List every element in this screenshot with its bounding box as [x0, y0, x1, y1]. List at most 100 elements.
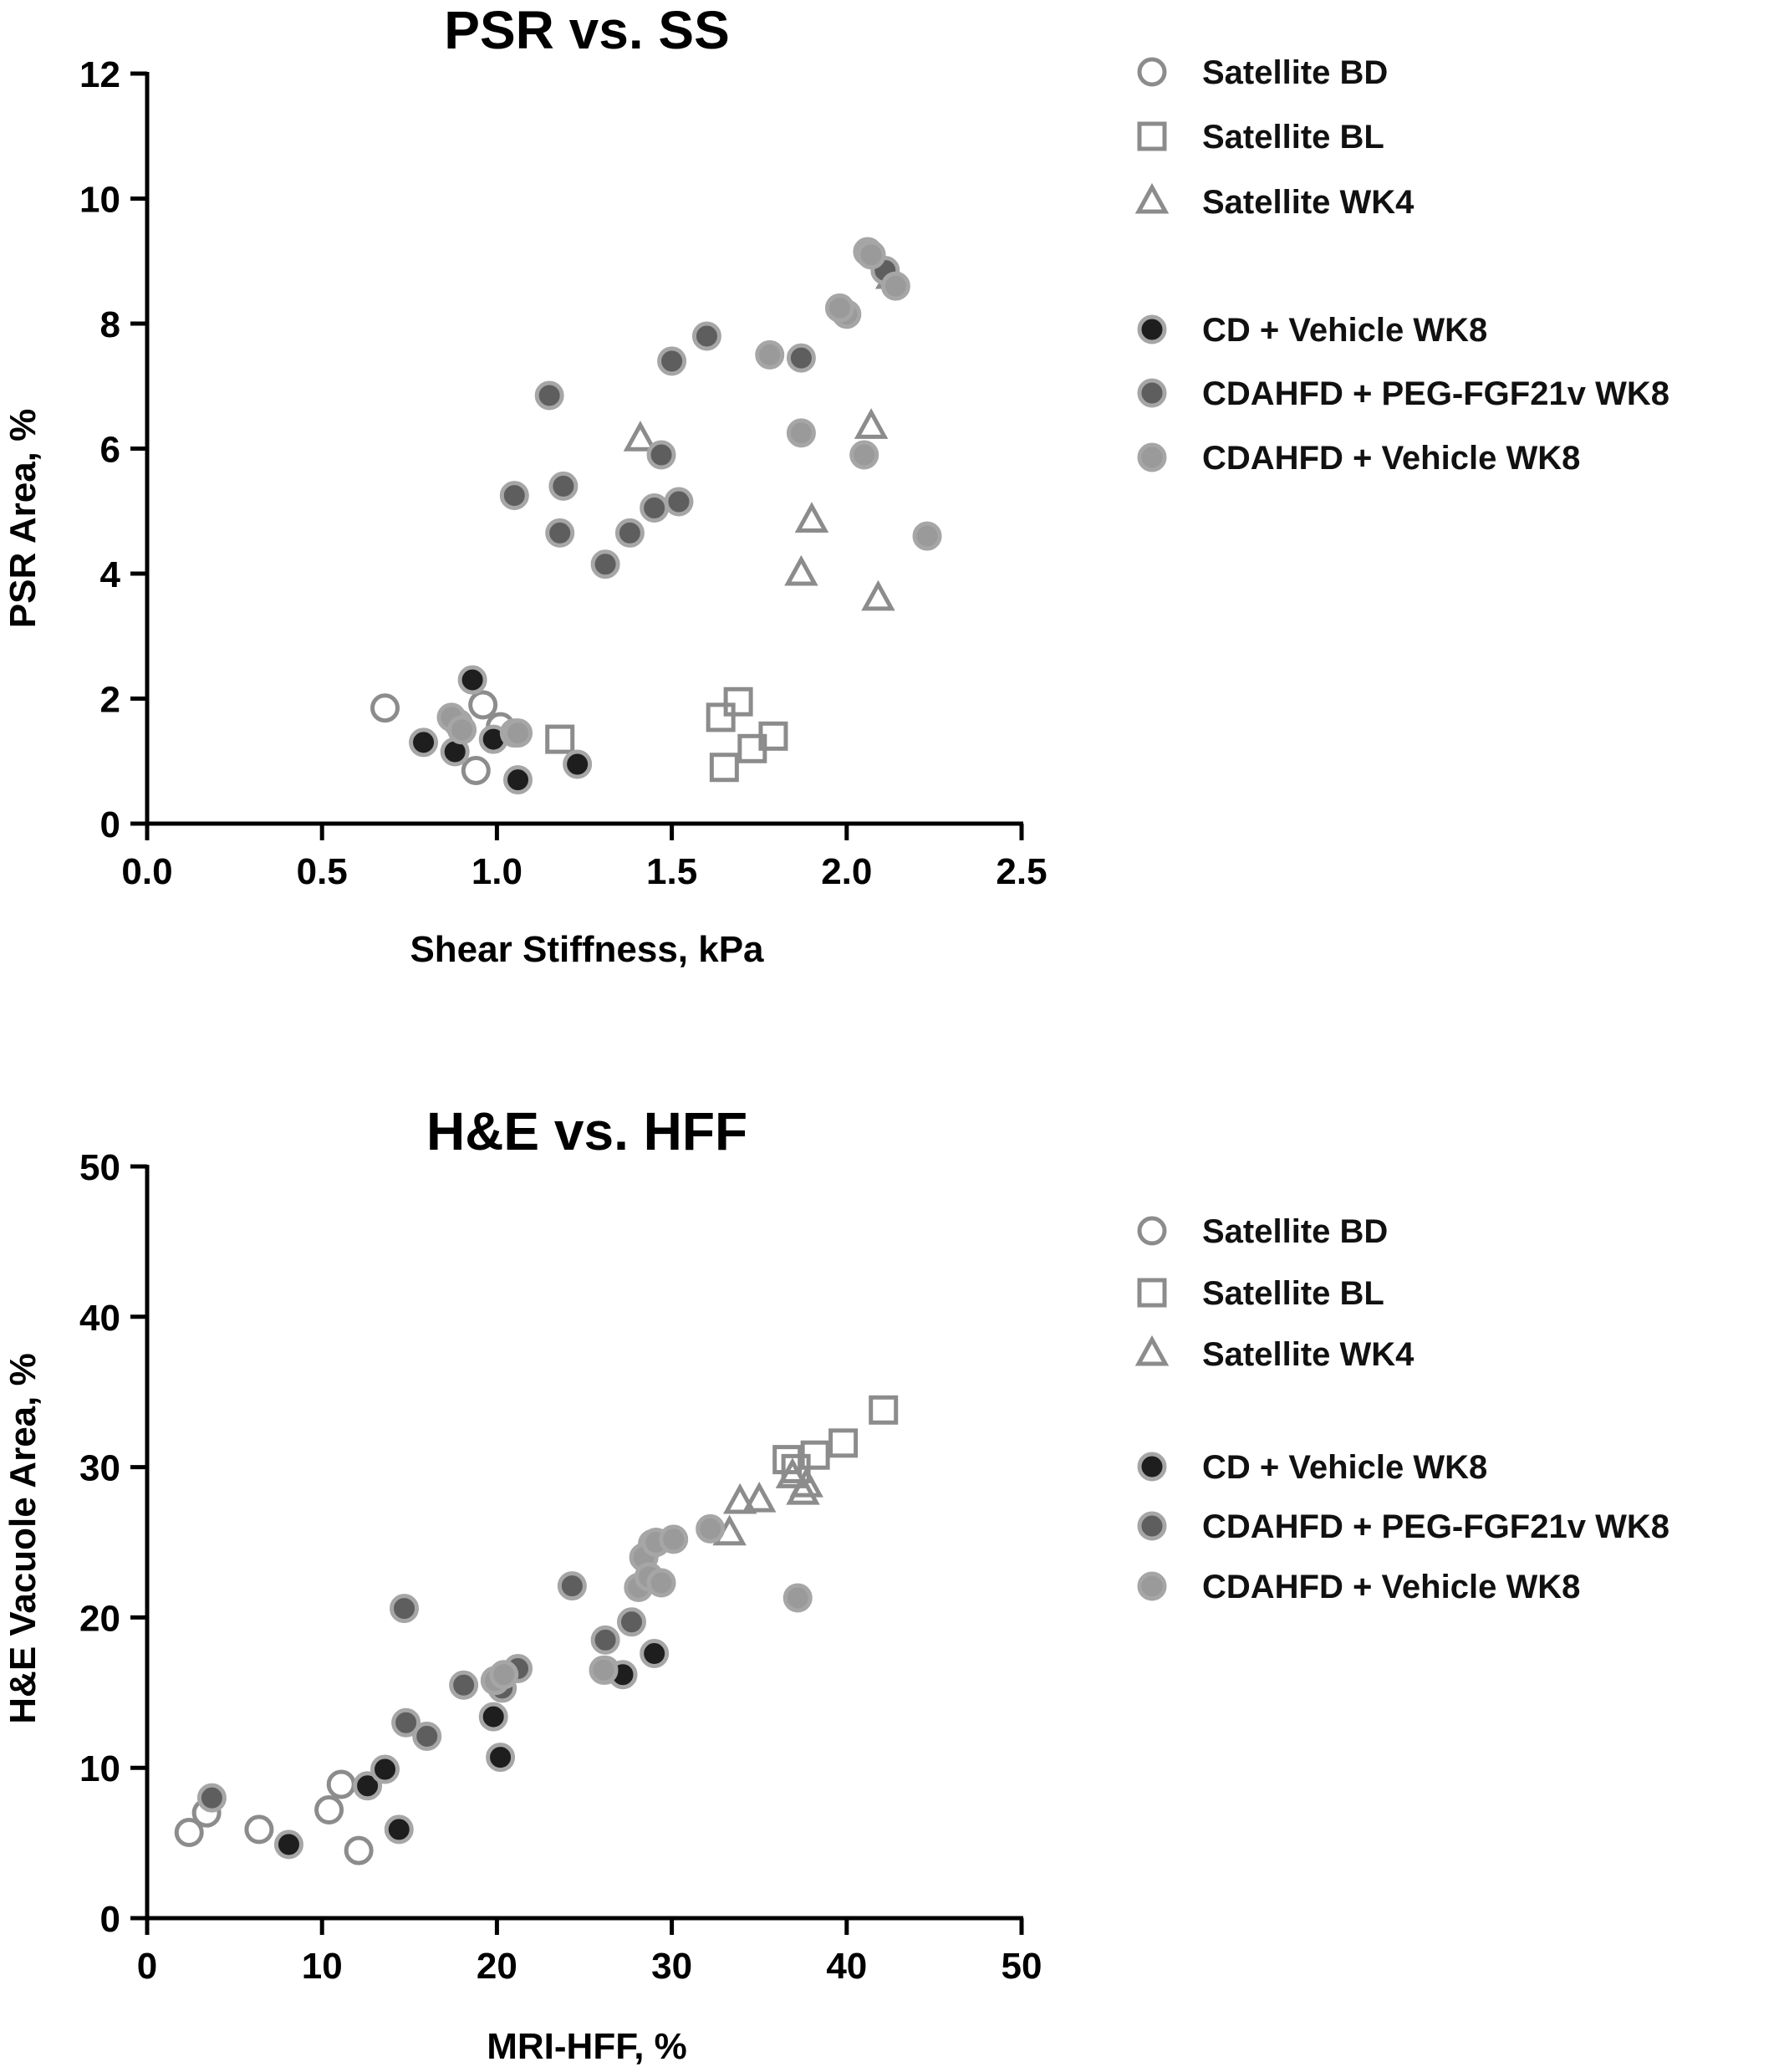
y-tick-label: 0 [100, 804, 120, 845]
legend-marker-filled-circle [1137, 442, 1167, 472]
point-satellite-bd [174, 1818, 204, 1848]
x-tick-label: 2.0 [821, 851, 872, 892]
y-tick-label: 4 [100, 554, 121, 595]
point-cdahfd-peg-fgf21v-wk8 [534, 380, 564, 411]
legend: Satellite BD Satellite BL Satellite WK4 CD … [1134, 1213, 1669, 1605]
point-satellite-bd [314, 1795, 344, 1825]
point-satellite-bl [545, 724, 575, 754]
point-cdahfd-peg-fgf21v-wk8 [548, 471, 579, 501]
legend-label: CDAHFD + Vehicle WK8 [1202, 1569, 1580, 1605]
legend-marker-open-triangle [1134, 1335, 1170, 1366]
point-cdahfd-peg-fgf21v-wk8 [786, 343, 816, 373]
legend-label: Satellite WK4 [1202, 184, 1415, 221]
y-tick-label: 12 [79, 54, 120, 95]
y-tick-label: 50 [79, 1147, 120, 1188]
x-axis-label: Shear Stiffness, kPa [410, 929, 764, 970]
legend-marker-open-circle [1137, 1216, 1167, 1246]
he-vs-hff-chart: H&E vs. HFF MRI-HFF, % H&E Vacuole Area,… [3, 1101, 1669, 2067]
y-tick-label: 2 [100, 680, 120, 721]
point-satellite-bl [869, 1395, 899, 1425]
axes: 0.0 0.5 1.0 1.5 2.0 2.5 0 2 4 6 8 10 12 [79, 54, 1048, 892]
legend-label: CDAHFD + PEG-FGF21v WK8 [1202, 1508, 1669, 1545]
point-satellite-wk4 [861, 579, 895, 611]
point-cdahfd-peg-fgf21v-wk8 [545, 518, 575, 548]
legend-marker-filled-circle [1137, 1571, 1167, 1601]
legend-item-satellite-wk4: Satellite WK4 [1134, 182, 1415, 221]
data-points [370, 237, 942, 795]
point-cdahfd-vehicle-wk8 [824, 293, 854, 323]
point-cdahfd-vehicle-wk8 [659, 1524, 689, 1554]
x-tick-label: 50 [1002, 1946, 1042, 1987]
x-tick-label: 0.0 [121, 851, 172, 892]
legend: Satellite BD Satellite BL Satellite WK4 CD … [1134, 54, 1669, 477]
point-cdahfd-peg-fgf21v-wk8 [390, 1594, 420, 1624]
legend-item-cdahfd-peg-fgf21v-wk8: CDAHFD + PEG-FGF21v WK8 [1137, 1508, 1669, 1545]
legend-marker-open-square [1137, 121, 1167, 151]
x-tick-label: 2.5 [996, 851, 1047, 892]
point-cd-vehicle-wk8 [640, 1639, 670, 1669]
point-cdahfd-peg-fgf21v-wk8 [590, 1625, 620, 1655]
x-tick-label: 10 [302, 1946, 343, 1987]
point-cdahfd-peg-fgf21v-wk8 [412, 1721, 442, 1751]
legend-item-satellite-bd: Satellite BD [1137, 1213, 1388, 1250]
point-cdahfd-vehicle-wk8 [447, 715, 477, 745]
point-cdahfd-vehicle-wk8 [786, 418, 816, 448]
point-cd-vehicle-wk8 [563, 749, 593, 779]
point-cdahfd-vehicle-wk8 [646, 1568, 676, 1598]
point-satellite-wk4 [784, 554, 818, 586]
point-satellite-bl [800, 1440, 830, 1470]
point-satellite-wk4 [789, 1467, 823, 1498]
y-tick-label: 10 [79, 180, 120, 221]
y-tick-label: 40 [79, 1298, 120, 1339]
point-cdahfd-peg-fgf21v-wk8 [657, 346, 687, 376]
point-cd-vehicle-wk8 [353, 1771, 383, 1801]
y-tick-label: 10 [79, 1748, 120, 1789]
legend-marker-filled-circle [1137, 378, 1167, 408]
point-cdahfd-peg-fgf21v-wk8 [691, 321, 721, 351]
point-cd-vehicle-wk8 [273, 1830, 303, 1860]
point-cdahfd-peg-fgf21v-wk8 [391, 1707, 421, 1738]
point-satellite-bl [828, 1428, 859, 1458]
point-satellite-bl [709, 753, 739, 783]
legend-label: CDAHFD + Vehicle WK8 [1202, 440, 1580, 477]
point-cd-vehicle-wk8 [370, 1754, 400, 1784]
legend-label: CDAHFD + PEG-FGF21v WK8 [1202, 375, 1669, 412]
point-cdahfd-vehicle-wk8 [755, 339, 785, 370]
point-cd-vehicle-wk8 [503, 765, 533, 795]
point-cdahfd-peg-fgf21v-wk8 [590, 549, 620, 579]
point-satellite-bl [723, 686, 753, 717]
legend-item-cd-vehicle-wk8: CD + Vehicle WK8 [1137, 1449, 1487, 1486]
legend-item-satellite-bl: Satellite BL [1137, 1275, 1384, 1312]
point-cdahfd-vehicle-wk8 [696, 1513, 726, 1544]
legend-item-cdahfd-vehicle-wk8: CDAHFD + Vehicle WK8 [1137, 440, 1580, 477]
point-cd-vehicle-wk8 [478, 1702, 508, 1732]
point-satellite-bl [706, 702, 736, 732]
chart-title: PSR vs. SS [444, 0, 730, 60]
legend-item-cdahfd-peg-fgf21v-wk8: CDAHFD + PEG-FGF21v WK8 [1137, 375, 1669, 412]
legend-label: Satellite BL [1202, 119, 1384, 156]
x-tick-label: 30 [651, 1946, 692, 1987]
point-satellite-bd [326, 1769, 356, 1799]
x-tick-label: 0 [137, 1946, 157, 1987]
axes: 0 10 20 30 40 50 0 10 20 30 40 50 [79, 1147, 1042, 1987]
x-tick-label: 1.0 [472, 851, 522, 892]
legend-label: CD + Vehicle WK8 [1202, 1449, 1487, 1486]
x-tick-label: 1.5 [646, 851, 697, 892]
legend-item-satellite-bd: Satellite BD [1137, 54, 1388, 91]
point-cdahfd-peg-fgf21v-wk8 [664, 487, 694, 517]
legend-label: CD + Vehicle WK8 [1202, 312, 1487, 349]
y-axis-label: PSR Area, % [3, 409, 43, 628]
point-satellite-wk4 [742, 1481, 777, 1513]
point-satellite-wk4 [794, 502, 829, 533]
point-cdahfd-peg-fgf21v-wk8 [449, 1670, 479, 1700]
y-tick-label: 20 [79, 1598, 120, 1639]
legend-marker-open-square [1137, 1278, 1167, 1308]
legend-item-cd-vehicle-wk8: CD + Vehicle WK8 [1137, 312, 1487, 349]
legend-marker-filled-circle [1137, 1511, 1167, 1541]
point-cdahfd-vehicle-wk8 [503, 718, 533, 748]
point-satellite-bd [344, 1835, 374, 1865]
point-satellite-bd [370, 693, 400, 723]
point-cd-vehicle-wk8 [486, 1743, 516, 1773]
legend-label: Satellite BD [1202, 54, 1388, 91]
point-cdahfd-vehicle-wk8 [856, 240, 886, 270]
